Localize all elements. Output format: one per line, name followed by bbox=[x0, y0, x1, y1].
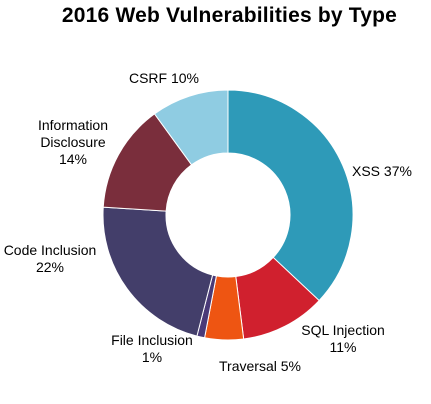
label-line: Code Inclusion bbox=[4, 242, 97, 258]
label-sql-injection: SQL Injection 11% bbox=[301, 322, 385, 355]
label-line: Disclosure bbox=[40, 134, 106, 150]
label-csrf: CSRF 10% bbox=[129, 70, 199, 86]
slice-code-inclusion bbox=[102, 206, 214, 337]
label-information-disclosure: Information Disclosure 14% bbox=[38, 117, 108, 167]
label-xss: XSS 37% bbox=[352, 163, 412, 179]
label-line: 14% bbox=[59, 151, 87, 167]
label-line: 1% bbox=[142, 349, 162, 365]
label-file-inclusion: File Inclusion 1% bbox=[111, 332, 193, 365]
label-line: Traversal 5% bbox=[219, 358, 301, 374]
labels-layer: XSS 37%SQL Injection 11%Traversal 5%File … bbox=[4, 70, 412, 374]
label-line: Information bbox=[38, 117, 108, 133]
label-line: CSRF 10% bbox=[129, 70, 199, 86]
slices-layer bbox=[102, 89, 354, 341]
slice-xss bbox=[227, 89, 354, 302]
slice-csrf bbox=[153, 89, 229, 166]
chart-title: 2016 Web Vulnerabilities by Type bbox=[61, 4, 398, 27]
label-traversal: Traversal 5% bbox=[219, 358, 301, 374]
label-line: XSS 37% bbox=[352, 163, 412, 179]
label-code-inclusion: Code Inclusion 22% bbox=[4, 242, 97, 275]
label-line: SQL Injection bbox=[301, 322, 385, 338]
label-line: 22% bbox=[36, 259, 64, 275]
label-line: 11% bbox=[330, 339, 357, 355]
label-line: File Inclusion bbox=[111, 332, 193, 348]
